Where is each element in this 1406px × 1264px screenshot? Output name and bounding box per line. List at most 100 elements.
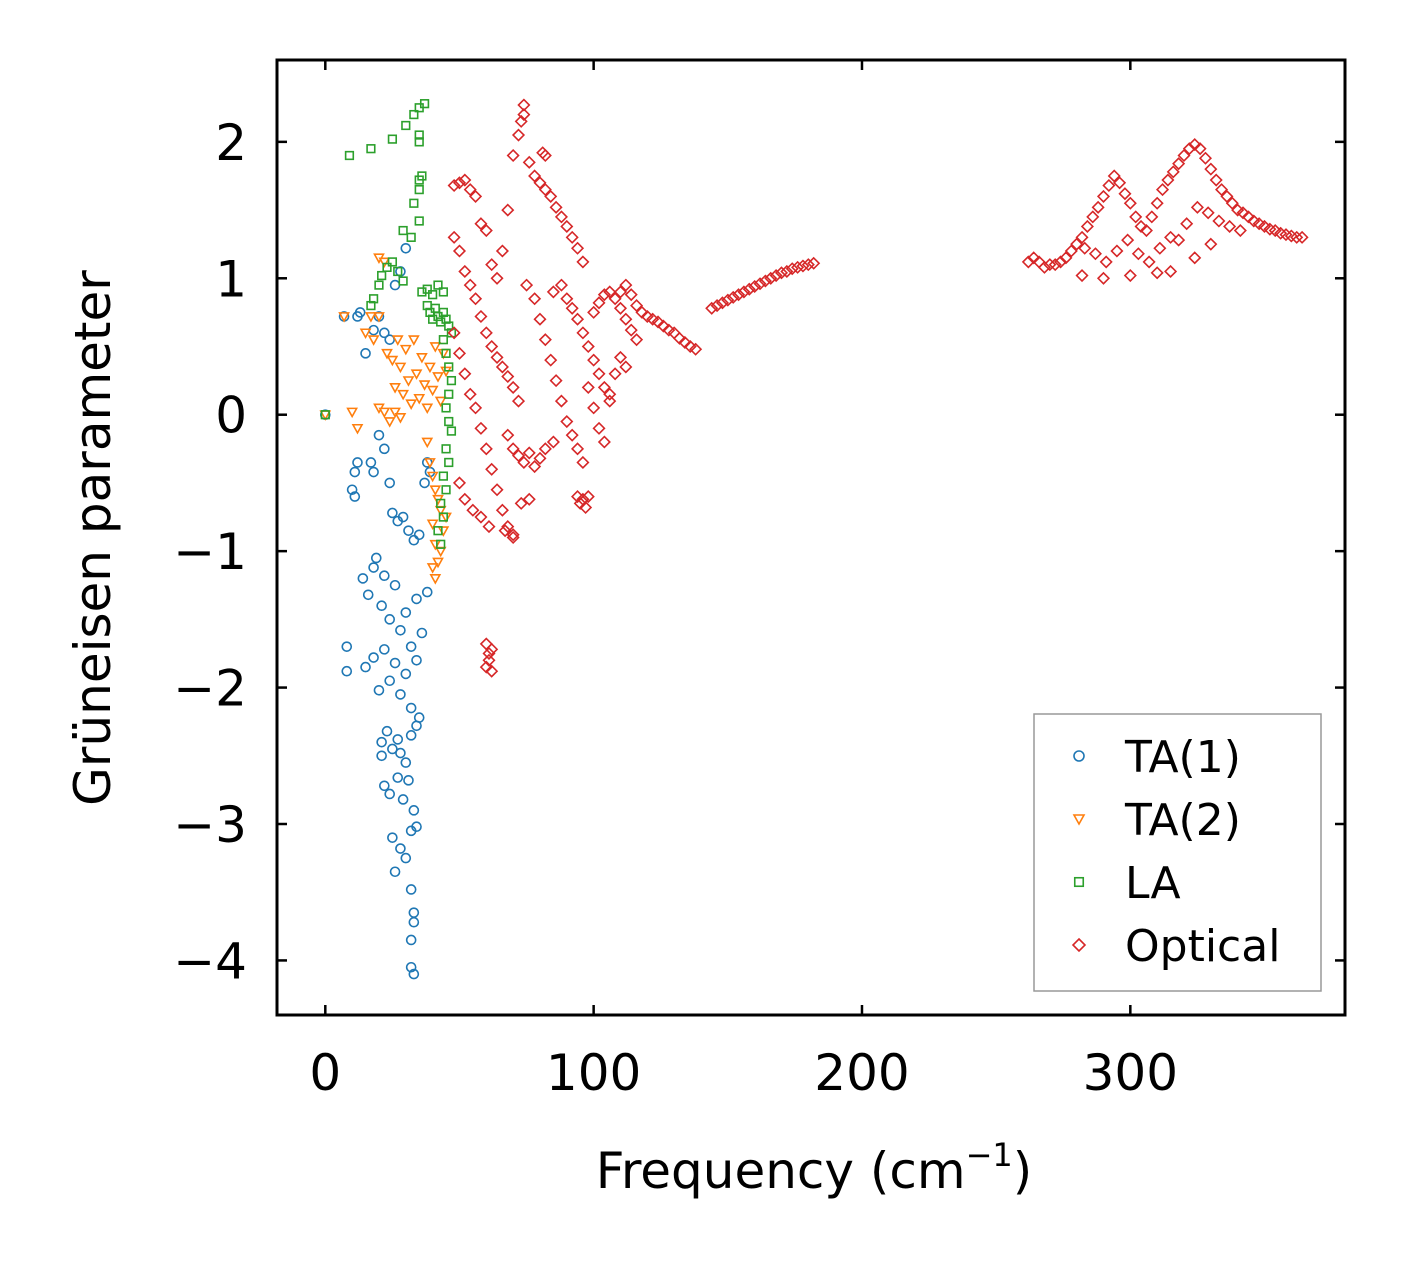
data-point bbox=[452, 176, 467, 190]
data-point bbox=[715, 296, 729, 310]
data-point bbox=[446, 375, 457, 386]
data-point bbox=[421, 403, 434, 415]
data-point bbox=[485, 642, 499, 656]
data-point bbox=[400, 607, 412, 618]
data-point bbox=[354, 307, 366, 318]
data-point bbox=[349, 491, 361, 502]
data-point bbox=[571, 442, 585, 456]
data-point bbox=[479, 660, 493, 674]
x-tick-label: 200 bbox=[814, 1044, 909, 1102]
data-point bbox=[1043, 258, 1057, 272]
data-point bbox=[1201, 206, 1215, 220]
data-point bbox=[1150, 266, 1164, 280]
data-point bbox=[1204, 162, 1218, 176]
legend-label: LA bbox=[1125, 858, 1181, 909]
data-point bbox=[506, 442, 520, 456]
data-point bbox=[522, 492, 536, 506]
data-point bbox=[1131, 247, 1145, 261]
data-point bbox=[1113, 176, 1127, 190]
data-point bbox=[597, 380, 611, 394]
data-point bbox=[411, 654, 422, 666]
data-point bbox=[401, 120, 411, 131]
data-point bbox=[705, 301, 719, 315]
data-point bbox=[352, 457, 363, 468]
data-point bbox=[474, 309, 488, 324]
data-point bbox=[379, 443, 390, 455]
data-point bbox=[1070, 237, 1084, 251]
data-point bbox=[421, 437, 434, 449]
data-point bbox=[403, 525, 414, 536]
data-point bbox=[436, 539, 446, 549]
data-point bbox=[544, 353, 558, 367]
data-point bbox=[511, 128, 526, 142]
data-point bbox=[581, 490, 595, 504]
data-point bbox=[452, 476, 467, 490]
data-point bbox=[405, 641, 417, 652]
data-point bbox=[501, 520, 515, 534]
data-point bbox=[603, 394, 617, 408]
data-point bbox=[400, 668, 412, 680]
x-axis-label-end: ) bbox=[1013, 1142, 1033, 1200]
data-point bbox=[796, 259, 810, 273]
data-point bbox=[780, 264, 794, 278]
data-point bbox=[429, 485, 442, 496]
data-point bbox=[395, 843, 406, 854]
data-point bbox=[624, 288, 638, 302]
data-point bbox=[438, 335, 448, 345]
data-point bbox=[463, 278, 477, 292]
data-point bbox=[498, 524, 512, 538]
data-point bbox=[573, 496, 587, 510]
data-point bbox=[386, 355, 399, 367]
data-point bbox=[360, 661, 371, 673]
data-point bbox=[726, 290, 740, 304]
data-point bbox=[624, 323, 638, 337]
data-point bbox=[387, 257, 398, 267]
data-point bbox=[405, 934, 417, 946]
data-point bbox=[422, 284, 432, 294]
data-point bbox=[418, 380, 431, 391]
legend-marker-circle bbox=[1073, 750, 1085, 762]
data-point bbox=[469, 401, 483, 415]
x-tick-label: 100 bbox=[546, 1044, 641, 1102]
data-point bbox=[672, 331, 687, 345]
data-point bbox=[533, 451, 547, 465]
data-point bbox=[421, 586, 433, 598]
data-point bbox=[571, 312, 585, 326]
data-point bbox=[511, 449, 526, 463]
data-point bbox=[417, 171, 427, 181]
data-point bbox=[379, 780, 390, 792]
data-point bbox=[367, 335, 380, 346]
legend-entry: LA bbox=[1073, 858, 1181, 909]
data-point bbox=[387, 832, 398, 843]
data-point bbox=[1123, 196, 1137, 210]
data-point bbox=[581, 339, 595, 354]
data-point bbox=[362, 589, 374, 601]
data-point bbox=[807, 256, 821, 270]
data-point bbox=[546, 435, 560, 449]
series-la bbox=[320, 99, 457, 549]
data-point bbox=[1145, 210, 1159, 224]
x-axis-label: Frequency (cm−1) bbox=[596, 1136, 1033, 1200]
data-point bbox=[656, 319, 670, 333]
data-point bbox=[441, 403, 451, 413]
data-point bbox=[373, 429, 385, 441]
data-point bbox=[398, 276, 408, 286]
data-point bbox=[619, 360, 633, 374]
data-point bbox=[341, 641, 353, 652]
data-point bbox=[554, 278, 568, 292]
data-point bbox=[1078, 241, 1092, 255]
data-point bbox=[520, 278, 534, 292]
data-point bbox=[399, 344, 412, 356]
data-point bbox=[748, 279, 762, 294]
x-tick-label: 0 bbox=[309, 1044, 341, 1102]
data-point bbox=[1027, 251, 1041, 265]
data-point bbox=[441, 485, 451, 495]
data-point bbox=[400, 757, 412, 768]
data-point bbox=[395, 624, 406, 636]
data-point bbox=[416, 627, 428, 639]
data-point bbox=[458, 492, 472, 506]
data-point bbox=[630, 333, 644, 347]
data-point bbox=[382, 262, 392, 272]
data-point bbox=[466, 503, 480, 517]
